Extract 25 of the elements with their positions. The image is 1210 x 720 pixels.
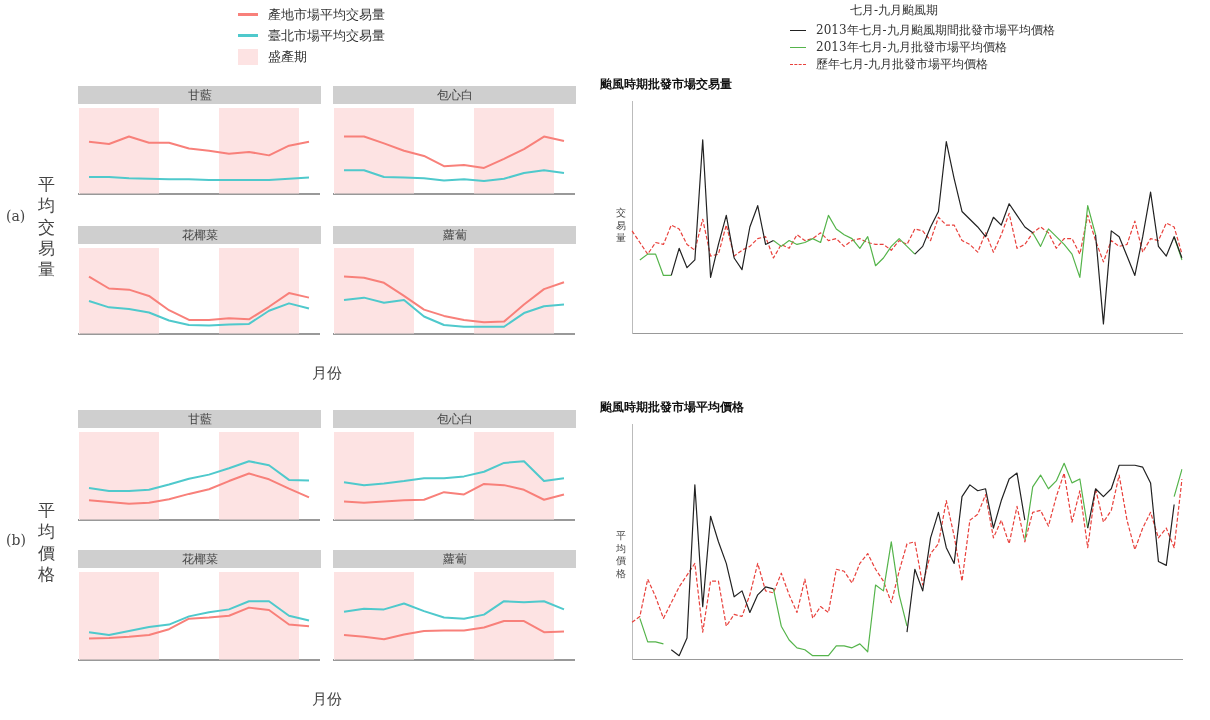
- chart-title: 蘿蔔: [333, 550, 576, 568]
- legend-label: 2013年七月-九月颱風期間批發市場平均價格: [816, 22, 1055, 39]
- chart-title: 甘藍: [78, 410, 321, 428]
- x-axis-title: 月份: [311, 690, 343, 709]
- legend-title: 七月-九月颱風期: [849, 2, 940, 19]
- legend-label: 2013年七月-九月批發市場平均價格: [816, 39, 1007, 56]
- chart-title: 包心白: [333, 86, 576, 104]
- legend-label: 歷年七月-九月批發市場平均價格: [816, 56, 989, 73]
- y-axis-title: 平均價格: [616, 530, 626, 580]
- chart-title: 颱風時期批發市場交易量: [600, 76, 733, 93]
- chart-title: 包心白: [333, 410, 576, 428]
- x-axis-title: 月份: [311, 364, 343, 383]
- y-axis-title: 交易量: [616, 207, 626, 245]
- chart-title: 甘藍: [78, 86, 321, 104]
- chart-title: 颱風時期批發市場平均價格: [600, 399, 745, 416]
- legend-label: 產地市場平均交易量: [268, 5, 385, 24]
- text: (b): [6, 532, 26, 548]
- chart-title: 花椰菜: [78, 226, 321, 244]
- chart-title: 花椰菜: [78, 550, 321, 568]
- y-axis-title: 平均交易量: [38, 174, 55, 281]
- legend-label: 臺北市場平均交易量: [268, 26, 385, 45]
- text: (a): [6, 208, 26, 224]
- text: 盛產期: [268, 47, 307, 66]
- y-axis-title: 平均價格: [38, 500, 55, 585]
- chart-title: 蘿蔔: [333, 226, 576, 244]
